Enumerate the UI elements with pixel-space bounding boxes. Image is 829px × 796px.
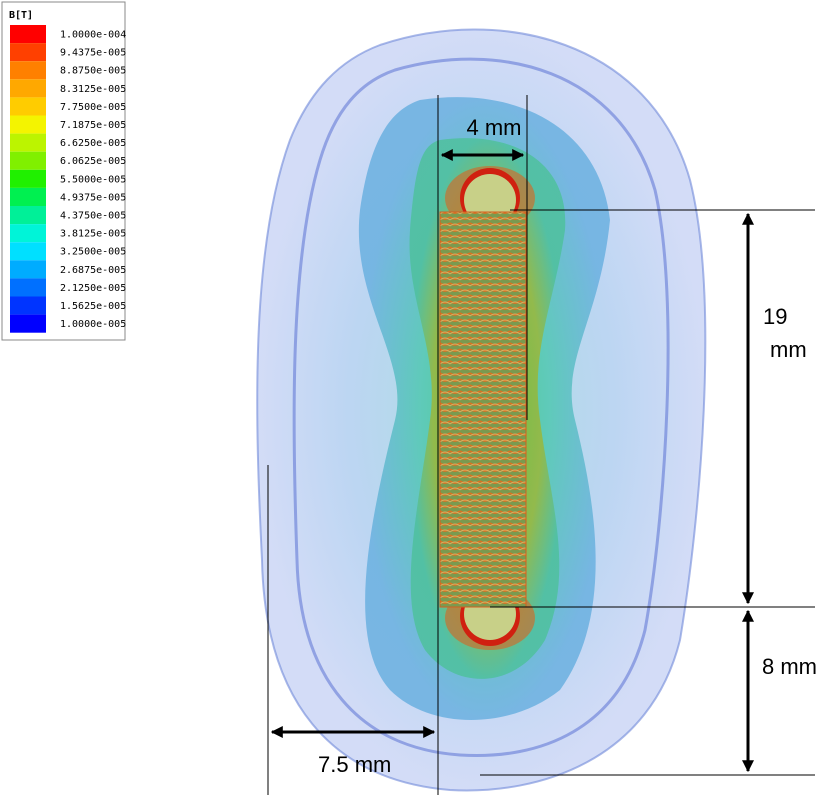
legend-label: 2.1250e-005 bbox=[60, 283, 126, 294]
legend-swatch bbox=[10, 134, 46, 152]
field bbox=[257, 30, 705, 791]
legend-swatch bbox=[10, 242, 46, 260]
legend-swatch bbox=[10, 25, 46, 43]
field-plot: 4 mm 19 mm 8 mm 7.5 mm B[T] 1.0000e-004 9… bbox=[0, 0, 829, 796]
legend-swatch bbox=[10, 116, 46, 134]
legend-label: 1.5625e-005 bbox=[60, 301, 126, 312]
legend-label: 9.4375e-005 bbox=[60, 48, 126, 59]
legend-label: 8.3125e-005 bbox=[60, 84, 126, 95]
legend-swatch bbox=[10, 170, 46, 188]
dimension-label: 7.5 mm bbox=[318, 752, 391, 777]
legend-label: 6.0625e-005 bbox=[60, 156, 126, 167]
legend-label: 7.1875e-005 bbox=[60, 120, 126, 131]
legend-label: 2.6875e-005 bbox=[60, 265, 126, 276]
legend-label: 6.6250e-005 bbox=[60, 138, 126, 149]
legend-swatch bbox=[10, 260, 46, 278]
legend-swatch bbox=[10, 152, 46, 170]
dimension-label: 8 mm bbox=[762, 654, 817, 679]
legend-label: 1.0000e-004 bbox=[60, 30, 126, 41]
legend-label: 4.9375e-005 bbox=[60, 192, 126, 203]
legend-label: 3.8125e-005 bbox=[60, 229, 126, 240]
legend-swatch bbox=[10, 188, 46, 206]
legend-label: 1.0000e-005 bbox=[60, 319, 126, 330]
legend-swatch bbox=[10, 97, 46, 115]
legend-swatch bbox=[10, 224, 46, 242]
legend-label: 5.5000e-005 bbox=[60, 174, 126, 185]
legend-label: 4.3750e-005 bbox=[60, 211, 126, 222]
legend-label: 7.7500e-005 bbox=[60, 102, 126, 113]
legend-label: 3.2500e-005 bbox=[60, 247, 126, 258]
legend-label: 8.8750e-005 bbox=[60, 66, 126, 77]
legend: B[T] 1.0000e-004 9.4375e-005 8.8750e-005 8.… bbox=[2, 2, 126, 340]
legend-swatch bbox=[10, 61, 46, 79]
legend-title: B[T] bbox=[9, 10, 33, 21]
dimension-label: 19 bbox=[763, 304, 787, 329]
dimension-label: mm bbox=[770, 337, 807, 362]
legend-swatch bbox=[10, 297, 46, 315]
legend-swatch bbox=[10, 43, 46, 61]
legend-swatch bbox=[10, 315, 46, 333]
legend-swatch bbox=[10, 206, 46, 224]
dimension-label: 4 mm bbox=[467, 115, 522, 140]
legend-swatch bbox=[10, 79, 46, 97]
legend-swatch bbox=[10, 278, 46, 296]
